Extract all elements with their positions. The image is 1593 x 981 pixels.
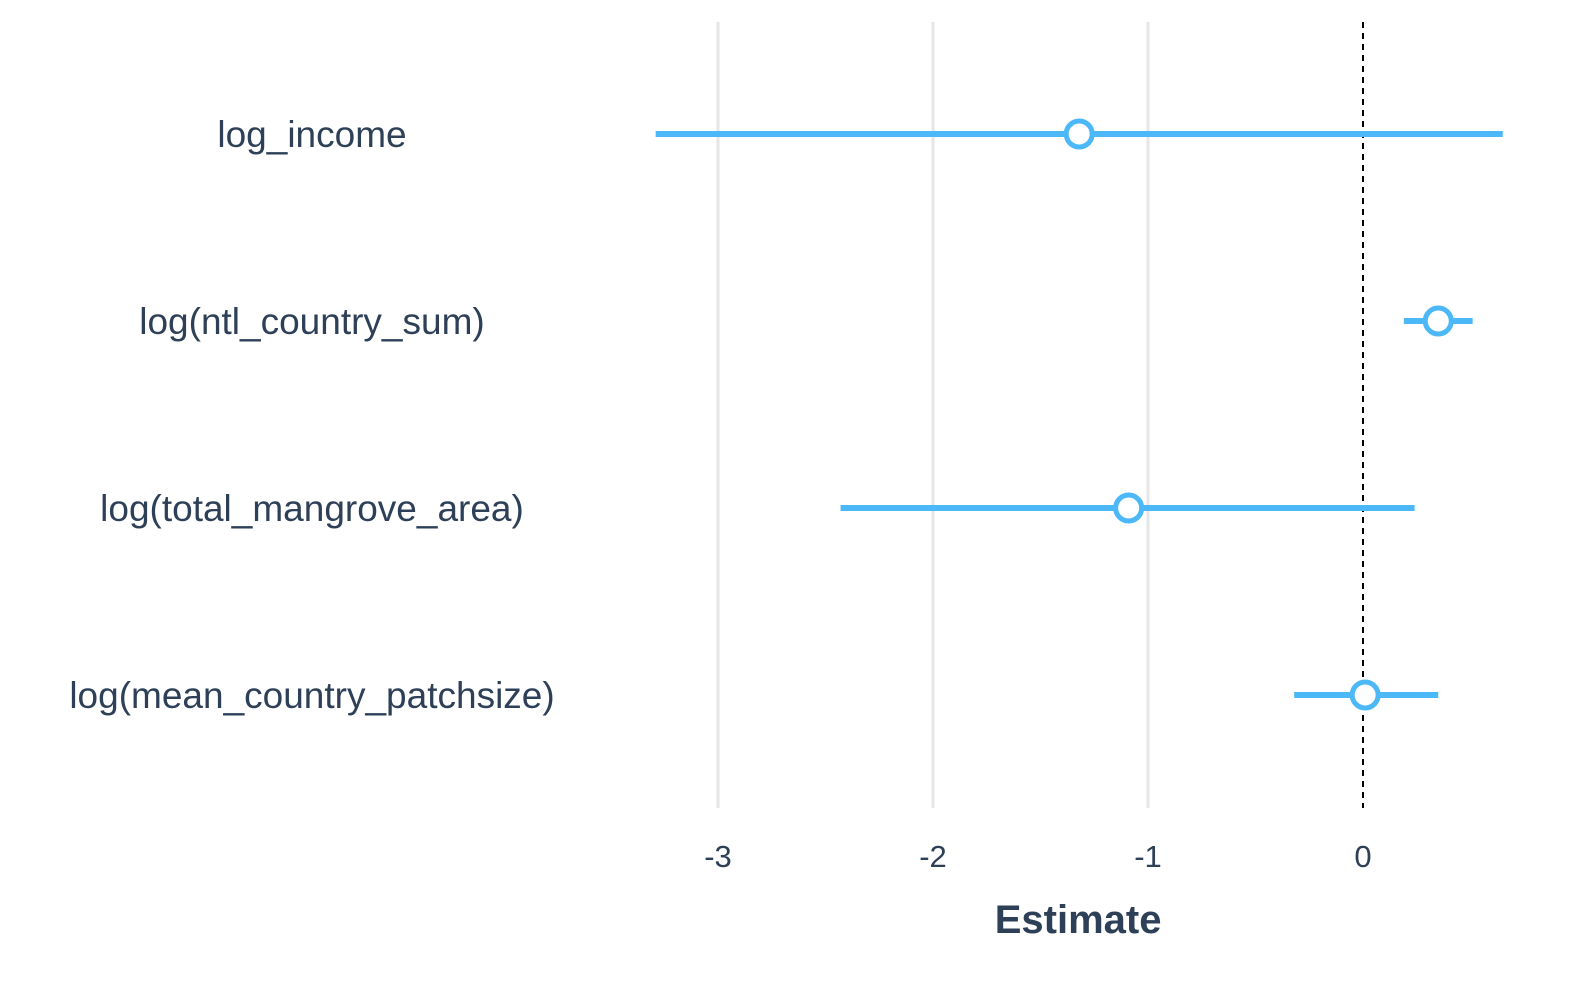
x-tick-label: -1	[1134, 839, 1162, 874]
term-label: log(ntl_country_sum)	[139, 301, 484, 342]
x-axis-ticks: -3 -2 -1 0	[704, 839, 1371, 874]
term-label: log_income	[217, 114, 406, 155]
term-label: log(total_mangrove_area)	[100, 488, 524, 529]
term-labels: log_income log(ntl_country_sum) log(total_…	[69, 114, 554, 716]
x-tick-label: 0	[1354, 839, 1371, 874]
estimate-point	[1422, 305, 1454, 337]
estimate-point	[1349, 679, 1381, 711]
term-label: log(mean_country_patchsize)	[69, 675, 554, 716]
x-tick-label: -3	[704, 839, 732, 874]
marks-layer	[655, 118, 1503, 711]
grid-layer	[716, 22, 1150, 808]
estimate-point	[1063, 118, 1095, 150]
x-tick-label: -2	[919, 839, 947, 874]
estimate-point	[1113, 492, 1145, 524]
x-axis-title: Estimate	[995, 898, 1162, 942]
